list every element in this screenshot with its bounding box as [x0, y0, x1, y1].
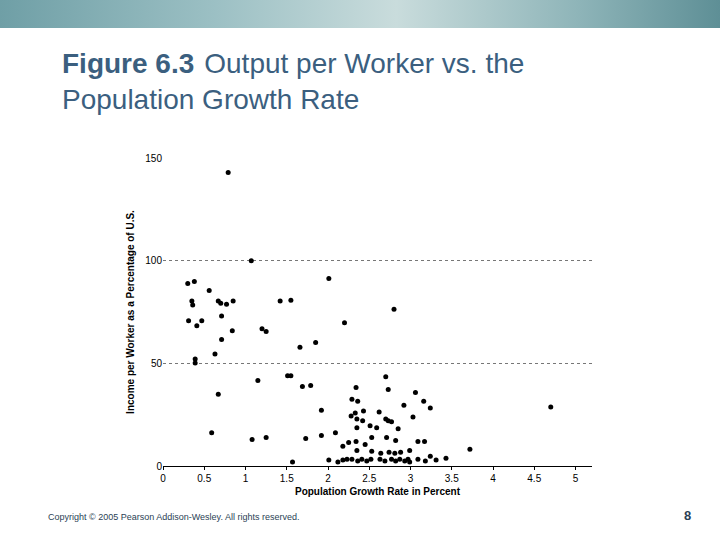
- svg-text:2.5: 2.5: [362, 473, 376, 484]
- svg-text:0.5: 0.5: [197, 473, 211, 484]
- svg-text:1: 1: [243, 473, 249, 484]
- svg-text:0: 0: [160, 473, 166, 484]
- svg-text:0: 0: [156, 461, 162, 472]
- svg-text:4: 4: [490, 473, 496, 484]
- svg-text:50: 50: [151, 358, 163, 369]
- html-text:Figure 6.3 Output per Worker v: Figure 6.3 Output per Worker vs. the Pop…: [62, 48, 525, 115]
- html-text:Copyright © 2005 Pearson Addis: Copyright © 2005 Pearson Addison-Wesley.…: [48, 512, 300, 522]
- svg-text:5: 5: [573, 473, 579, 484]
- svg-text:3.5: 3.5: [445, 473, 459, 484]
- svg-text:100: 100: [145, 255, 162, 266]
- svg-text:4.5: 4.5: [527, 473, 541, 484]
- svg-text:3: 3: [408, 473, 414, 484]
- svg-text:Population Growth Rate in Perc: Population Growth Rate in Percent: [295, 486, 461, 497]
- svg-text:Income per Worker as a Percent: Income per Worker as a Percentage of U.S…: [125, 210, 136, 414]
- svg-text:1.5: 1.5: [280, 473, 294, 484]
- svg-text:150: 150: [145, 153, 162, 164]
- svg-text:2: 2: [325, 473, 331, 484]
- html-text:8: 8: [684, 508, 692, 523]
